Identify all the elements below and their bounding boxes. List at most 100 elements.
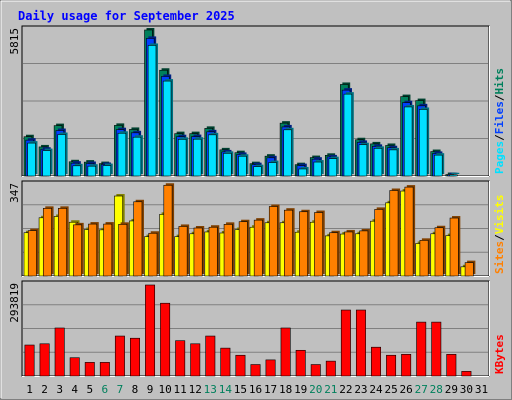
bar-pages-day-2-face <box>42 150 51 177</box>
bar-kbytes-day-20 <box>310 364 321 377</box>
bar-pages-day-14-face <box>223 153 232 177</box>
bar-pages-day-15 <box>238 154 249 177</box>
bar-kbytes-day-22 <box>340 309 351 377</box>
bar-kbytes-day-29 <box>446 354 457 377</box>
bar-sites-day-14-face <box>223 224 233 277</box>
bar-sites-day-16 <box>253 218 265 277</box>
bar-kbytes-day-12 <box>190 343 201 377</box>
x-tick-label-day-3: 3 <box>56 383 63 396</box>
x-tick-label-day-21: 21 <box>324 383 337 396</box>
bar-pages-day-20-face <box>313 161 322 177</box>
bar-sites-day-25-face <box>389 190 399 277</box>
panel-hits_files_pages-side-label: Pages/Files/Hits <box>493 68 506 174</box>
bar-kbytes-day-3 <box>54 327 65 377</box>
bar-sites-day-17-face <box>268 206 278 277</box>
bar-sites-day-3 <box>58 206 69 277</box>
bar-sites-day-29 <box>449 216 461 277</box>
bar-sites-day-1-face <box>27 230 37 277</box>
bar-sites-day-7-face <box>118 224 128 277</box>
panel-kbytes-side-label: KBytes <box>493 334 506 374</box>
bar-sites-day-23 <box>359 228 370 277</box>
bar-kbytes-day-13 <box>205 335 216 377</box>
x-tick-label-day-24: 24 <box>369 383 383 396</box>
bar-kbytes-day-16 <box>250 364 261 377</box>
x-tick-label-day-2: 2 <box>41 383 48 396</box>
panel-visits_sites-side-label-sep: / <box>493 234 506 241</box>
bar-sites-day-11 <box>178 224 190 277</box>
bar-sites-day-7 <box>118 222 129 277</box>
bar-sites-day-2 <box>42 206 54 277</box>
x-tick-label-day-18: 18 <box>279 383 292 396</box>
bar-pages-day-28-face <box>434 154 443 177</box>
x-tick-label-day-28: 28 <box>430 383 443 396</box>
bar-pages-day-21 <box>328 156 339 177</box>
bar-pages-day-17 <box>268 160 279 177</box>
bar-sites-day-28-face <box>434 227 444 277</box>
bar-sites-day-4-face <box>73 224 82 277</box>
bar-kbytes-day-2 <box>39 343 50 377</box>
bar-pages-day-27-face <box>418 109 428 177</box>
bar-kbytes-day-5 <box>84 362 95 377</box>
bar-sites-day-6 <box>103 222 114 277</box>
bar-sites-day-25 <box>389 188 401 277</box>
panel-hits_files_pages-side-label-sep1: / <box>493 134 506 141</box>
bar-sites-day-27 <box>419 238 431 277</box>
x-tick-label-day-1: 1 <box>26 383 33 396</box>
bar-sites-day-8 <box>133 199 144 277</box>
bar-sites-day-5 <box>88 222 99 277</box>
bar-sites-day-12 <box>193 226 205 277</box>
bar-pages-day-24 <box>373 146 384 177</box>
bar-sites-day-30 <box>464 260 476 277</box>
bar-sites-day-22 <box>344 229 355 277</box>
bar-pages-day-10 <box>162 79 174 177</box>
bar-pages-day-22-face <box>343 93 353 177</box>
bar-kbytes-day-19 <box>295 349 306 377</box>
bar-kbytes-day-27 <box>416 321 427 377</box>
bar-sites-day-11-face <box>178 226 188 277</box>
bar-sites-day-27-face <box>419 240 429 277</box>
panel-visits_sites-axis-max-label: 347 <box>8 183 21 203</box>
bar-sites-day-6-face <box>103 223 113 277</box>
panel-hits_files_pages-side-label-hits: Hits <box>493 68 506 95</box>
bar-sites-day-10-face <box>163 184 173 277</box>
bar-sites-day-1 <box>27 228 39 277</box>
bar-pages-day-25-face <box>388 149 398 177</box>
bar-sites-day-28 <box>434 225 446 277</box>
x-tick-label-day-4: 4 <box>71 383 78 396</box>
bar-sites-day-23-face <box>359 230 369 277</box>
bar-sites-day-13-face <box>208 226 218 277</box>
bar-pages-day-17-face <box>268 162 277 177</box>
bar-sites-day-21-face <box>329 232 339 277</box>
panel-visits_sites-side-label: Sites/Visits <box>493 195 506 275</box>
bar-sites-day-9 <box>148 231 160 277</box>
bar-kbytes-day-7 <box>114 335 125 377</box>
bar-kbytes-day-26 <box>401 354 412 377</box>
bar-pages-day-8 <box>132 135 143 177</box>
bar-pages-day-7-face <box>117 132 127 177</box>
bar-pages-day-16-face <box>253 166 262 177</box>
bar-sites-day-16-face <box>253 219 263 277</box>
bar-sites-day-4 <box>73 222 84 277</box>
x-tick-label-day-25: 25 <box>384 383 397 396</box>
bar-pages-day-26 <box>403 104 415 177</box>
bar-kbytes-day-9 <box>145 284 156 377</box>
panel-kbytes-side-label-kbytes: KBytes <box>493 334 506 374</box>
bar-sites-day-29-face <box>449 217 459 277</box>
x-tick-label-day-13: 13 <box>204 383 217 396</box>
bar-sites-day-15 <box>238 219 250 277</box>
chart-title: Daily usage for September 2025 <box>18 9 235 23</box>
bar-sites-day-5-face <box>88 223 98 277</box>
bar-pages-day-8-face <box>132 136 142 177</box>
x-tick-label-day-9: 9 <box>147 383 154 396</box>
bar-pages-day-19 <box>298 166 309 177</box>
bar-sites-day-20-face <box>314 212 324 277</box>
x-tick-label-day-8: 8 <box>132 383 139 396</box>
x-tick-label-day-15: 15 <box>234 383 247 396</box>
bar-kbytes-day-24 <box>371 346 381 377</box>
bar-kbytes-day-23 <box>355 309 366 377</box>
x-tick-label-day-16: 16 <box>249 383 262 396</box>
x-tick-label-day-30: 30 <box>460 383 473 396</box>
x-axis-labels: 1 2 3 4 5 6 7 8 9 10 11 12 13 14 15 16 17 18 19 20 21 22 23 24 2… <box>26 383 488 396</box>
